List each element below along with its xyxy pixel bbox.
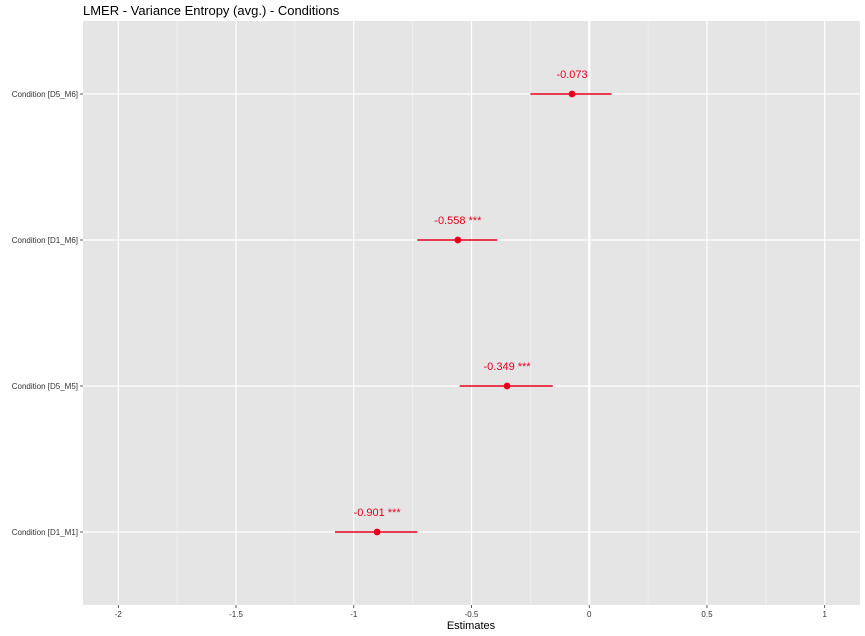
chart-title: LMER - Variance Entropy (avg.) - Conditi… — [83, 3, 340, 18]
y-tick-label: Condition [D5_M5] — [12, 382, 78, 391]
estimate-point — [568, 90, 576, 98]
estimate-label: -0.073 — [556, 69, 587, 81]
x-axis-label: Estimates — [447, 620, 496, 632]
estimate-label: -0.558 *** — [434, 215, 482, 227]
estimate-point — [503, 382, 511, 390]
grid-lines — [83, 21, 860, 605]
estimate-label: -0.349 *** — [484, 361, 532, 373]
x-tick-label: -1 — [350, 610, 358, 619]
x-tick-label: 0.5 — [701, 610, 713, 619]
data-marks: -0.073 -0.558 *** -0.349 *** -0.901 *** — [334, 69, 612, 536]
x-tick-label: -2 — [115, 610, 123, 619]
x-tick-label: 0 — [587, 610, 592, 619]
estimate-label: -0.901 *** — [354, 507, 402, 519]
x-tick-label: 1 — [822, 610, 827, 619]
y-tick-label: Condition [D5_M6] — [12, 90, 78, 99]
estimate-point — [454, 236, 462, 244]
estimate-point — [373, 528, 381, 536]
x-tick-label: -1.5 — [229, 610, 243, 619]
x-tick-label: -0.5 — [465, 610, 479, 619]
axis-ticks: -2 -1.5 -1 -0.5 0 0.5 1 Condition [D5_M6] Condit… — [12, 90, 828, 619]
y-tick-label: Condition [D1_M6] — [12, 236, 78, 245]
y-tick-label: Condition [D1_M1] — [12, 528, 78, 537]
